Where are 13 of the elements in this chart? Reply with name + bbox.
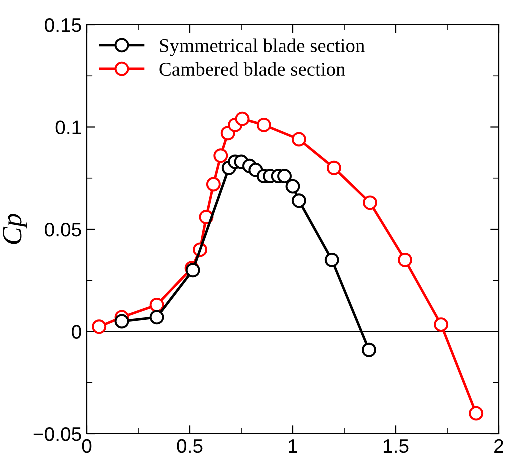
legend-label: Symmetrical blade section — [160, 38, 365, 56]
legend-label: Cambered blade section — [160, 62, 346, 76]
x-tick-label: 2 — [494, 439, 504, 453]
y-tick-label: 0.1 — [56, 120, 82, 134]
x-tick-label: 1.5 — [384, 440, 409, 454]
y-tick-label: −0.05 — [34, 427, 82, 442]
y-tick-label: 0 — [72, 325, 82, 339]
x-tick-label: 0 — [82, 439, 92, 454]
x-tick-label: 0.5 — [177, 439, 203, 454]
y-axis-title: Cp — [3, 214, 28, 244]
y-tick-label: 0.05 — [45, 222, 82, 237]
y-tick-label: 0.15 — [45, 18, 82, 32]
x-tick-label: 1 — [289, 440, 298, 453]
